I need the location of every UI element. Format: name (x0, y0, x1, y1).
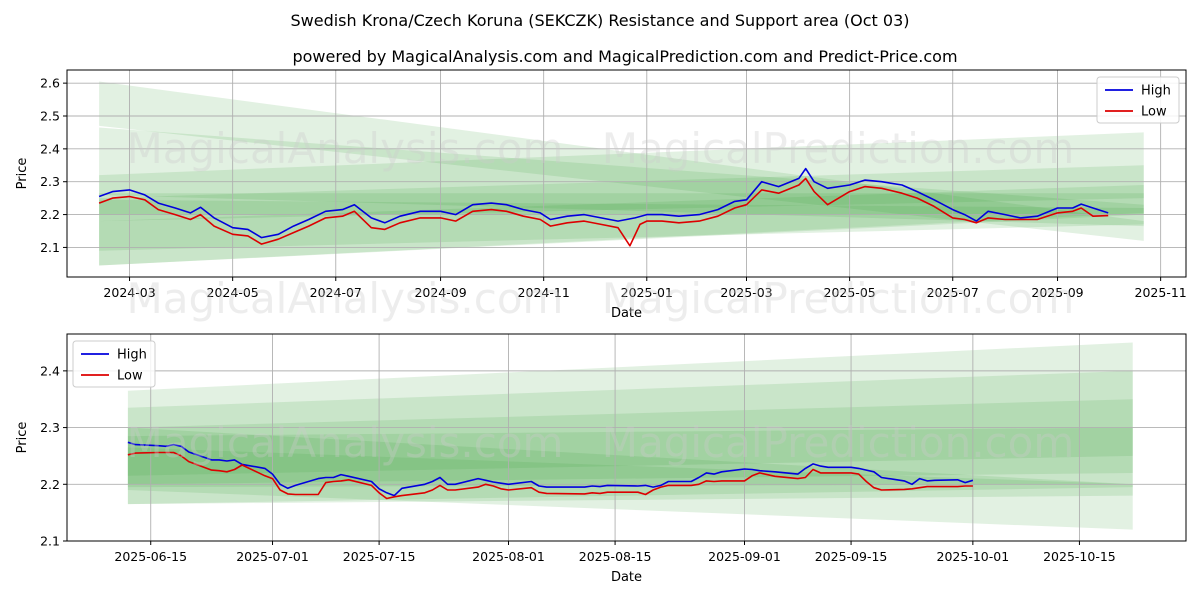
watermark-text: MagicalAnalysis.com (127, 418, 564, 467)
x-axis-label: Date (611, 306, 642, 321)
y-tick-label: 2.2 (40, 207, 60, 222)
plot-frame (66, 333, 1187, 542)
x-tick-label: 2025-09-15 (815, 549, 888, 564)
x-axis-label: Date (611, 570, 642, 585)
x-tick-label: 2025-06-15 (114, 549, 187, 564)
y-axis-label: Price (15, 422, 30, 454)
x-tick-label: 2025-07-15 (343, 549, 416, 564)
legend: High Low (1096, 76, 1180, 124)
support-resistance-band (99, 132, 1144, 222)
chart-subtitle: powered by MagicalAnalysis.com and Magic… (292, 47, 957, 66)
support-resistance-band (99, 127, 1144, 227)
y-tick-label: 2.2 (40, 477, 60, 492)
support-resistance-band (99, 165, 1144, 251)
y-tick-label: 2.1 (40, 534, 60, 549)
x-tick-label: 2024-09 (414, 285, 466, 300)
x-tick-label: 2025-09 (1031, 285, 1083, 300)
legend-label-low: Low (117, 369, 143, 384)
x-tick-label: 2025-08-01 (472, 549, 545, 564)
x-tick-label: 2025-07 (927, 285, 979, 300)
support-resistance-band (99, 81, 1144, 241)
y-tick-label: 2.5 (40, 109, 60, 124)
y-tick-label: 2.1 (40, 240, 60, 255)
watermark-text: MagicalPrediction.com (602, 418, 1075, 467)
x-tick-label: 2025-05 (824, 285, 876, 300)
x-tick-label: 2025-11 (1135, 285, 1187, 300)
watermark-text: MagicalPrediction.com (602, 274, 1075, 323)
y-tick-label: 2.6 (40, 76, 60, 91)
top-chart-panel: 2024-03 2024-05 2024-07 2024-09 2024-11 2025-… (15, 69, 1187, 321)
plot-area (67, 70, 1186, 277)
x-tick-label: 2024-03 (103, 285, 155, 300)
watermark-layer: MagicalAnalysis.com MagicalPrediction.co… (127, 124, 1075, 467)
x-tick-label: 2024-05 (207, 285, 259, 300)
y-tick-label: 2.4 (40, 141, 60, 156)
x-tick-label: 2025-03 (720, 285, 772, 300)
bottom-chart-panel: 2025-06-15 2025-07-01 2025-07-15 2025-08-01… (15, 333, 1187, 585)
x-tick-label: 2025-01 (621, 285, 673, 300)
y-tick-label: 2.3 (40, 420, 60, 435)
legend-label-low: Low (1141, 105, 1167, 120)
x-tick-label: 2025-10-01 (937, 549, 1010, 564)
y-axis-label: Price (15, 158, 30, 190)
series-line-high (98, 167, 1109, 239)
support-resistance-band (99, 185, 1144, 266)
legend-label-high: High (117, 348, 147, 363)
x-tick-label: 2025-07-01 (236, 549, 309, 564)
legend: High Low (72, 340, 156, 388)
x-tick-label: 2025-10-15 (1043, 549, 1116, 564)
watermark-text: MagicalAnalysis.com (127, 124, 564, 173)
plot-area (67, 334, 1186, 541)
legend-label-high: High (1141, 84, 1171, 99)
chart-title: Swedish Krona/Czech Koruna (SEKCZK) Resi… (290, 11, 909, 30)
x-tick-label: 2024-07 (310, 285, 362, 300)
x-tick-label: 2025-09-01 (708, 549, 781, 564)
series-line-low (98, 177, 1109, 247)
x-tick-label: 2025-08-15 (579, 549, 652, 564)
watermark-text: MagicalPrediction.com (602, 124, 1075, 173)
series-line-low (127, 451, 973, 500)
x-tick-label: 2024-11 (518, 285, 570, 300)
plot-frame (66, 69, 1187, 278)
y-tick-label: 2.4 (40, 363, 60, 378)
y-tick-label: 2.3 (40, 174, 60, 189)
series-line-high (127, 441, 974, 497)
watermark-text: MagicalAnalysis.com (127, 274, 564, 323)
